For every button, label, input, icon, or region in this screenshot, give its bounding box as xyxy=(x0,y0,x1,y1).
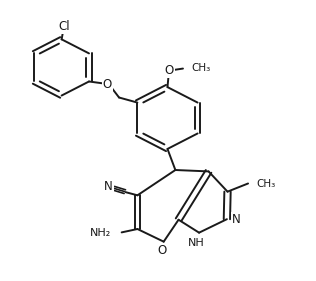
Text: NH: NH xyxy=(188,238,205,248)
Text: O: O xyxy=(164,64,174,77)
Text: O: O xyxy=(157,244,167,257)
Text: O: O xyxy=(103,78,112,91)
Text: Cl: Cl xyxy=(58,20,70,33)
Text: CH₃: CH₃ xyxy=(192,63,211,73)
Text: CH₃: CH₃ xyxy=(256,179,275,189)
Text: N: N xyxy=(232,213,241,226)
Text: NH₂: NH₂ xyxy=(90,228,111,238)
Text: N: N xyxy=(104,180,113,193)
